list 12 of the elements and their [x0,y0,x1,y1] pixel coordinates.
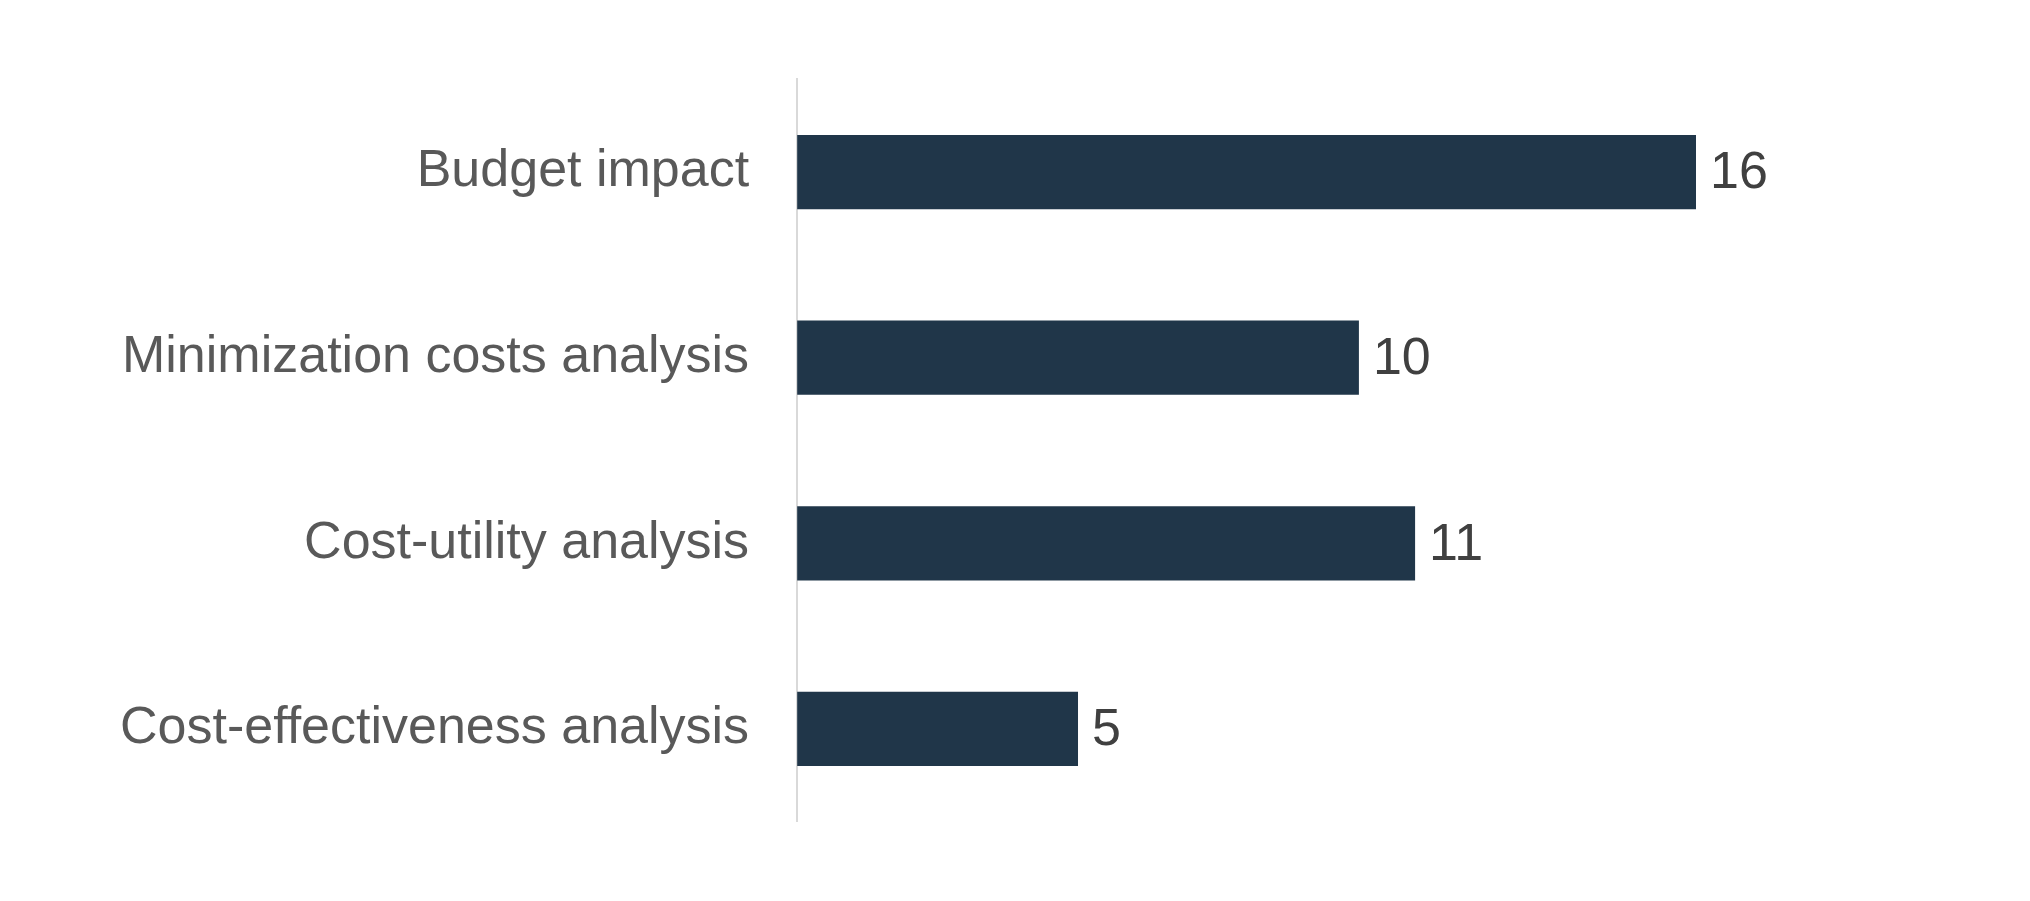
y-tick-label: Budget impact [416,139,750,198]
y-tick-label: Cost-utility analysis [304,510,750,569]
bar [797,134,1696,210]
data-label: 16 [1710,141,1768,200]
bar [797,506,1416,581]
y-tick-label: Cost-effectiveness analysis [119,696,750,755]
bar [797,320,1359,395]
data-label: 10 [1372,327,1431,386]
data-label: 11 [1429,512,1484,571]
data-label: 5 [1092,698,1121,757]
y-tick-label: Minimization costs analysis [121,325,750,384]
bar [797,691,1079,767]
